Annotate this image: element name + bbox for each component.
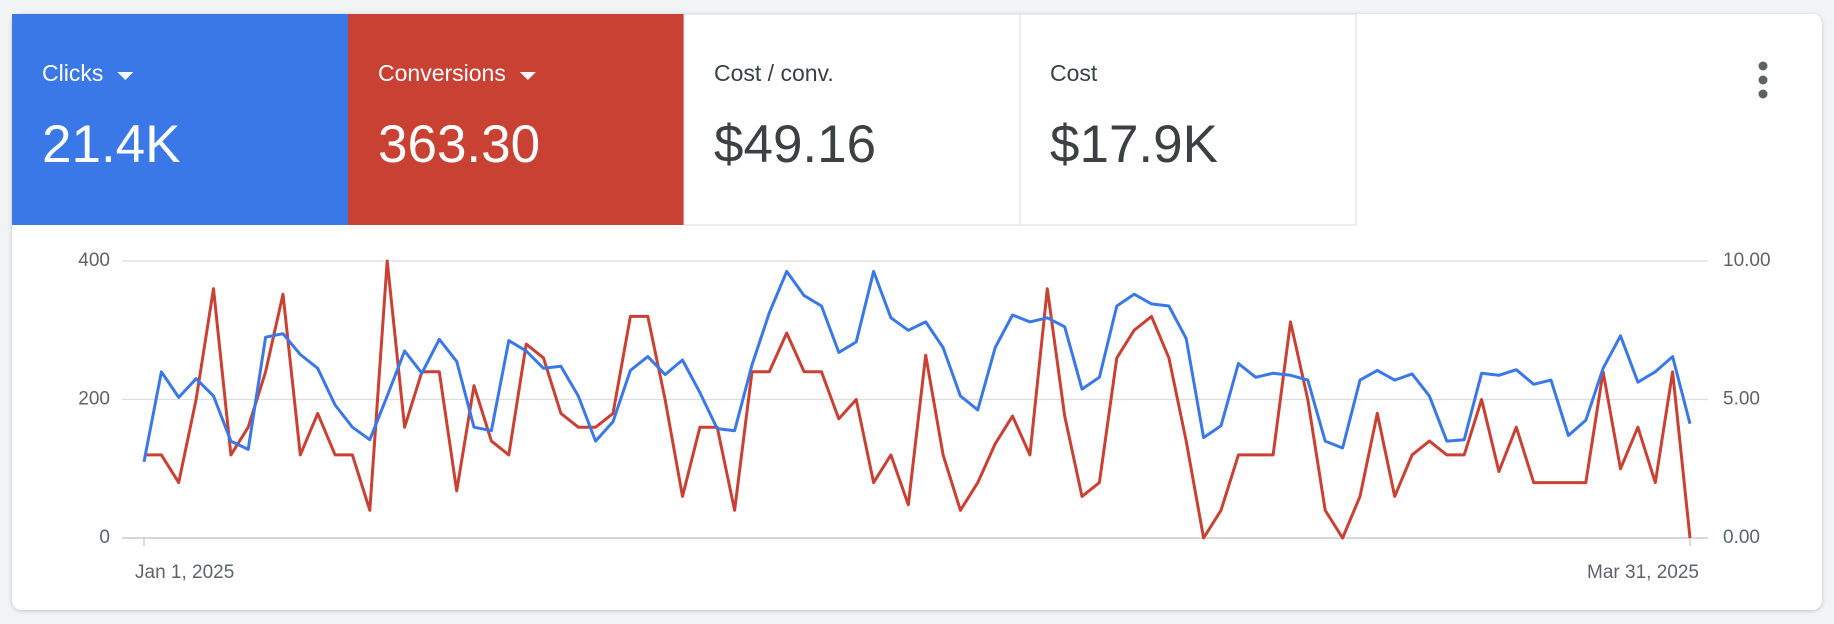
dropdown-arrow	[519, 72, 536, 80]
card-background	[1019, 13, 1357, 226]
card-background	[683, 13, 1021, 226]
card-label: Conversions	[378, 60, 506, 86]
dropdown-arrow	[117, 72, 134, 80]
metric-card[interactable]: Clicks 21.4K	[12, 14, 348, 225]
menu-button[interactable]	[1758, 61, 1768, 99]
series-line	[142, 269, 1692, 463]
card-label: Clicks	[42, 60, 103, 86]
y-tick-label: 400	[78, 250, 110, 271]
x-tick-label: Jan 1, 2025	[135, 562, 234, 583]
metric-card[interactable]: Conversions 363.30	[348, 14, 684, 225]
y-tick-label: 0	[99, 527, 110, 548]
card-value: 363.30	[378, 115, 540, 174]
metric-card[interactable]: Cost $17.9K	[1019, 13, 1357, 226]
y2-tick-label: 0.00	[1723, 527, 1760, 548]
card-value: 21.4K	[42, 115, 181, 174]
card-label: Cost	[1050, 60, 1098, 86]
card-value: $49.16	[714, 115, 876, 174]
metric-card[interactable]: Cost / conv. $49.16	[683, 13, 1021, 226]
y2-tick-label: 10.00	[1723, 250, 1771, 271]
y2-tick-label: 5.00	[1723, 389, 1760, 410]
card-background	[12, 14, 348, 225]
card-label: Cost / conv.	[714, 60, 834, 86]
menu-dot	[1758, 61, 1768, 71]
y-tick-label: 200	[78, 389, 110, 410]
series-line	[144, 259, 1692, 540]
card-background	[348, 14, 684, 225]
x-tick-label: Mar 31, 2025	[1587, 562, 1699, 583]
menu-dot	[1758, 75, 1768, 85]
menu-dot	[1758, 89, 1768, 99]
card-value: $17.9K	[1050, 115, 1218, 174]
